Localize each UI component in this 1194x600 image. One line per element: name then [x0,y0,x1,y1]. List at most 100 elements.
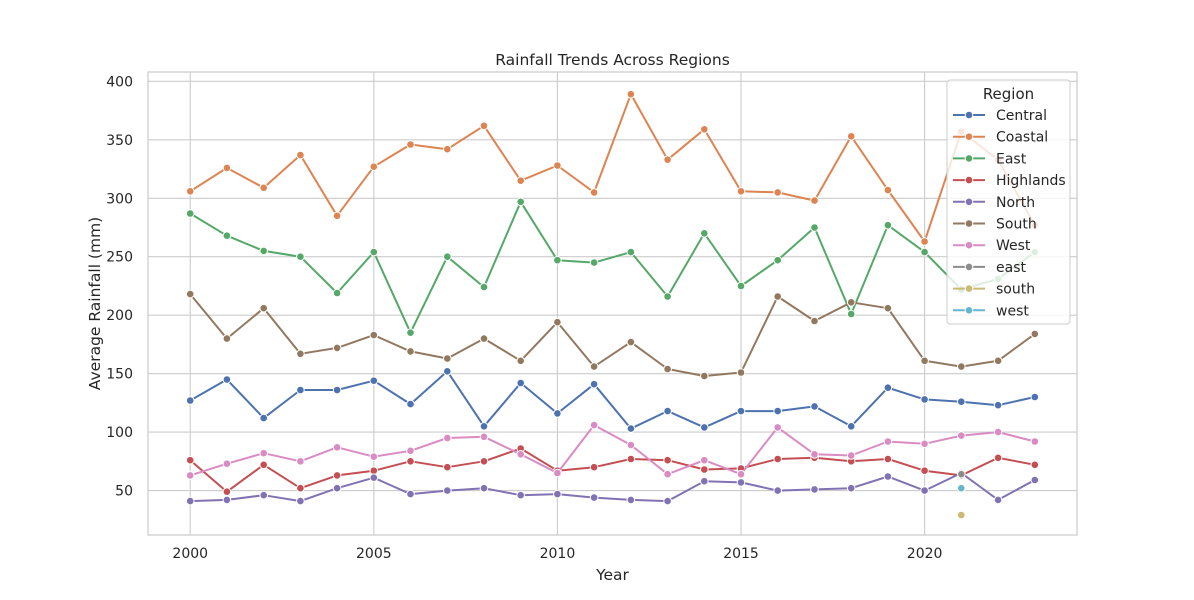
y-tick-label: 400 [106,74,133,90]
data-point-west [846,451,856,460]
data-point-south [957,510,966,520]
data-point-highlands [185,455,195,465]
series-south [957,510,966,520]
data-point-central [773,406,783,416]
data-point-west [1030,437,1040,446]
legend-swatch-marker [964,110,974,120]
x-axis-title: Year [595,566,629,584]
legend-item-west: west [953,303,1029,319]
data-point-east [810,223,819,232]
data-point-east [846,309,856,319]
data-point-central [369,376,379,386]
data-point-north [589,493,599,502]
series-line-north [190,472,1036,503]
data-point-north [883,472,893,481]
data-point-central [957,397,966,407]
data-point-east [479,282,489,292]
series-line-south [189,293,1036,377]
data-point-highlands [479,457,489,466]
data-point-central [332,385,342,395]
data-point-north [773,486,783,495]
series-line-east [189,200,1036,334]
data-point-coastal [516,176,526,185]
data-point-south [553,317,562,327]
legend-item-east: east [953,260,1026,276]
data-point-central [479,422,489,431]
x-tick-labels: 2000 2005 2010 2015 2020 [172,546,942,562]
y-tick-labels: 50 100 150 200 250 300 350 400 [106,74,133,499]
data-point-central [443,367,452,376]
data-point-west [259,448,269,458]
data-point-east [553,255,562,265]
data-point-east [589,258,599,267]
data-point-south [369,330,379,340]
data-point-east [626,247,636,257]
series-layer [185,89,1040,520]
data-point-south [736,368,746,377]
data-point-south [185,289,195,299]
data-point-coastal [332,211,342,221]
data-point-south [1030,329,1040,339]
y-tick-label: 150 [106,367,133,383]
data-point-coastal [846,132,856,141]
series-north [185,468,1040,506]
data-point-south [773,292,783,301]
data-point-highlands [700,465,709,474]
series-west [185,420,1040,480]
legend-swatch-marker [964,284,974,293]
data-point-west [553,468,562,478]
data-point-highlands [626,454,636,464]
data-point-east [516,197,526,207]
data-point-north [920,486,929,495]
data-point-highlands [369,466,379,476]
data-point-central [259,413,269,423]
data-point-coastal [589,188,599,197]
data-point-highlands [920,466,929,476]
data-point-west [957,431,966,440]
y-axis-title: Average Rainfall (mm) [86,217,104,390]
data-point-central [700,423,709,432]
data-point-north [369,473,379,483]
data-point-coastal [185,187,195,196]
legend-item-south: south [953,282,1035,298]
legend-box [946,79,1071,325]
data-point-highlands [1030,460,1040,470]
series-highlands [185,444,1040,497]
data-point-north [185,496,195,506]
data-point-coastal [553,161,562,170]
legend-swatch-marker [964,219,974,228]
data-point-highlands [259,460,269,470]
data-point-central [663,406,672,416]
data-point-coastal [810,196,819,205]
legend-item-central: Central [953,108,1047,124]
series-line-highlands [189,447,1035,493]
data-point-central [810,402,819,411]
data-point-central [846,422,856,431]
data-point-west [185,471,195,480]
data-point-west [589,420,599,430]
data-point-north [259,490,269,500]
data-point-west [332,443,342,452]
x-tick-label: 2000 [172,546,208,562]
data-point-central [185,396,195,405]
data-point-coastal [736,187,746,196]
data-point-west [516,450,526,459]
data-point-north [736,478,746,487]
data-point-west [957,483,966,493]
data-point-east [920,247,929,257]
data-point-north [626,495,636,505]
data-point-west [663,469,672,479]
data-point-west [700,455,709,465]
data-point-south [700,371,709,381]
data-point-east [185,209,195,218]
data-point-east [222,231,232,240]
data-point-coastal [296,150,305,160]
legend-swatch-marker [964,154,974,163]
data-point-east [957,469,966,479]
data-point-coastal [259,183,269,193]
data-point-coastal [920,237,929,246]
legend-label: North [996,195,1035,211]
legend-item-north: North [953,195,1035,211]
data-point-south [846,298,856,307]
